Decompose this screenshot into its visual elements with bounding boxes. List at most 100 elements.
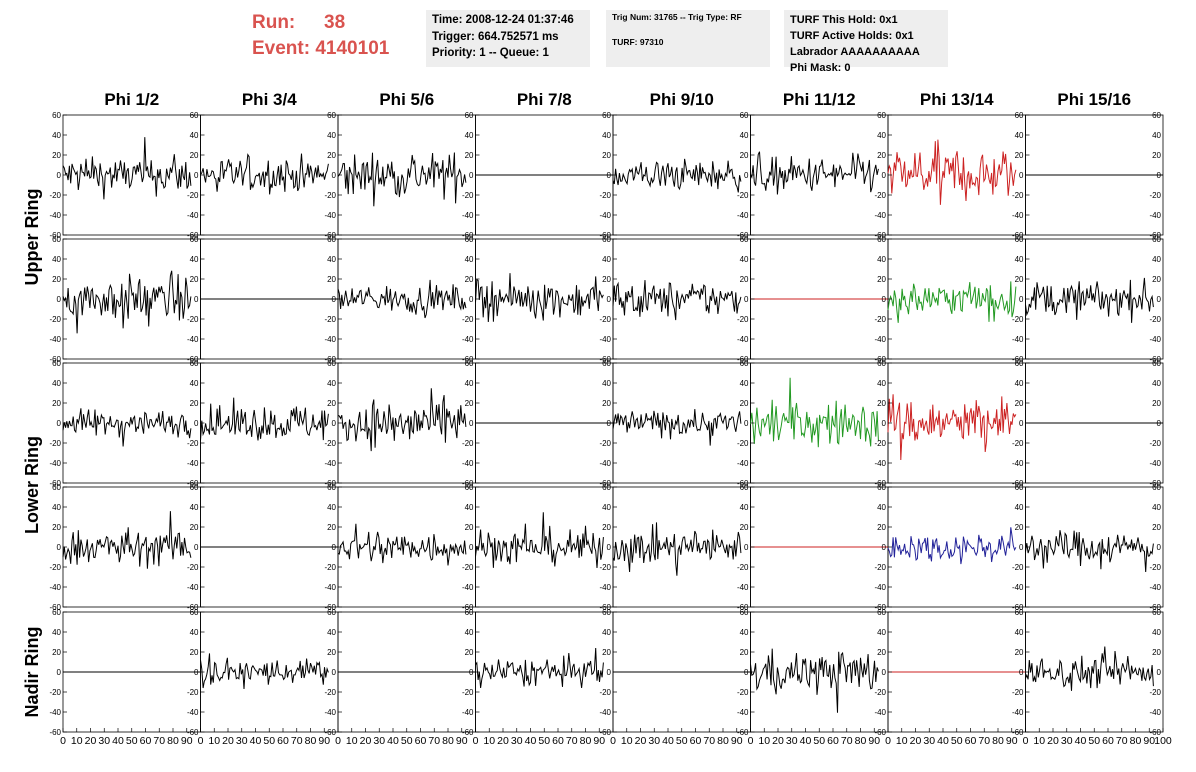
y-tick-label: -20 xyxy=(324,563,336,572)
x-tick-label: 0 xyxy=(335,735,341,747)
y-tick-label: 20 xyxy=(1152,523,1161,532)
y-tick-label: 20 xyxy=(190,399,199,408)
column-title: Phi 11/12 xyxy=(783,90,856,109)
x-tick-label: 70 xyxy=(1116,735,1128,747)
y-tick-label: -40 xyxy=(874,583,886,592)
y-tick-label: 60 xyxy=(1152,359,1161,368)
y-tick-label: 40 xyxy=(1015,379,1024,388)
y-tick-label: 20 xyxy=(877,523,886,532)
turf-info-panel: TURF This Hold: 0x1 TURF Active Holds: 0… xyxy=(784,10,948,74)
y-tick-label: 60 xyxy=(1015,608,1024,617)
y-tick-label: -20 xyxy=(187,439,199,448)
y-tick-label: -60 xyxy=(49,479,61,488)
y-tick-label: -60 xyxy=(874,231,886,240)
y-tick-label: 0 xyxy=(882,543,887,552)
waveform-panel: -60 -40 -20 0 20 40 60 xyxy=(737,359,889,488)
waveform-trace xyxy=(887,394,1017,461)
y-tick-label: 0 xyxy=(57,171,62,180)
waveform-panel: -60 -40 -20 0 20 40 60 xyxy=(324,483,476,612)
y-tick-label: 20 xyxy=(1152,648,1161,657)
y-tick-label: 20 xyxy=(327,151,336,160)
y-tick-label: 40 xyxy=(877,503,886,512)
y-tick-label: 60 xyxy=(740,608,749,617)
y-tick-label: 20 xyxy=(52,399,61,408)
waveform-panel: -60 -40 -20 0 20 40 60 xyxy=(187,483,339,612)
y-tick-label: -20 xyxy=(187,315,199,324)
y-tick-label: -40 xyxy=(187,459,199,468)
y-tick-label: 0 xyxy=(57,419,62,428)
y-tick-label: 0 xyxy=(469,543,474,552)
y-tick-label: -20 xyxy=(462,688,474,697)
y-tick-label: 40 xyxy=(1152,503,1161,512)
y-tick-label: -60 xyxy=(324,603,336,612)
y-tick-label: -40 xyxy=(1012,335,1024,344)
y-tick-label: 20 xyxy=(877,399,886,408)
y-tick-label: 60 xyxy=(877,235,886,244)
y-tick-label: -20 xyxy=(49,439,61,448)
column-title: Phi 5/6 xyxy=(379,90,434,109)
turf-active-holds-text: TURF Active Holds: 0x1 xyxy=(790,30,914,42)
waveform-trace xyxy=(612,158,742,193)
ring-label: Upper Ring xyxy=(22,189,42,286)
y-tick-label: 60 xyxy=(327,235,336,244)
y-tick-label: -60 xyxy=(324,355,336,364)
y-tick-label: 20 xyxy=(602,151,611,160)
waveform-panel: -60 -40 -20 0 20 40 60 xyxy=(187,111,339,240)
x-tick-label: 90 xyxy=(731,735,743,747)
y-tick-label: 0 xyxy=(744,419,749,428)
y-tick-label: 0 xyxy=(469,295,474,304)
y-tick-label: 20 xyxy=(1015,399,1024,408)
waveform-trace xyxy=(200,653,329,690)
x-tick-label: 50 xyxy=(1088,735,1100,747)
y-tick-label: 40 xyxy=(602,255,611,264)
x-tick-label: 30 xyxy=(236,735,248,747)
x-tick-label: 30 xyxy=(923,735,935,747)
y-tick-label: -20 xyxy=(49,563,61,572)
y-tick-label: 40 xyxy=(877,379,886,388)
waveform-trace xyxy=(62,270,192,334)
y-tick-label: -20 xyxy=(1149,688,1161,697)
y-tick-label: 60 xyxy=(327,111,336,120)
y-tick-label: -60 xyxy=(874,479,886,488)
y-tick-label: 0 xyxy=(607,543,612,552)
panel-frame xyxy=(887,238,1026,360)
y-tick-label: -20 xyxy=(49,315,61,324)
y-tick-label: 60 xyxy=(877,608,886,617)
y-tick-label: -40 xyxy=(324,459,336,468)
y-tick-label: 0 xyxy=(1157,295,1162,304)
waveform-panel: -60 -40 -20 0 20 40 60 xyxy=(874,111,1026,240)
x-tick-label: 60 xyxy=(140,735,152,747)
waveform-panel: -60 -40 -20 0 20 40 60 xyxy=(49,359,201,488)
y-tick-label: -60 xyxy=(737,355,749,364)
x-tick-label: 30 xyxy=(1061,735,1073,747)
y-tick-label: -40 xyxy=(324,335,336,344)
y-tick-label: -60 xyxy=(1149,355,1161,364)
y-tick-label: 0 xyxy=(194,668,199,677)
waveform-panel: -60 -40 -20 0 20 40 60 xyxy=(874,359,1026,488)
y-tick-label: 40 xyxy=(1015,131,1024,140)
y-tick-label: -40 xyxy=(1149,708,1161,717)
x-tick-label: 60 xyxy=(277,735,289,747)
y-tick-label: 0 xyxy=(1019,295,1024,304)
y-tick-label: 40 xyxy=(327,131,336,140)
y-tick-label: 60 xyxy=(327,483,336,492)
x-tick-label: 30 xyxy=(373,735,385,747)
x-tick-label: 40 xyxy=(525,735,537,747)
column-title: Phi 7/8 xyxy=(517,90,572,109)
y-tick-label: 40 xyxy=(465,503,474,512)
y-tick-label: -20 xyxy=(462,191,474,200)
waveform-panel: -60 -60 -40 -40 -20 -20 0 0 20 20 40 40 60 60 xyxy=(1012,111,1164,240)
waveform-panel: -60 -60 -40 -40 -20 -20 0 0 20 20 40 40 60 60 xyxy=(1012,359,1164,488)
y-tick-label: 60 xyxy=(52,483,61,492)
y-tick-label: -20 xyxy=(1149,315,1161,324)
event-value: 4140101 xyxy=(315,38,390,59)
y-tick-label: 0 xyxy=(744,543,749,552)
y-tick-label: 20 xyxy=(877,648,886,657)
x-tick-label: 80 xyxy=(580,735,592,747)
y-tick-label: 0 xyxy=(607,419,612,428)
y-tick-label: 60 xyxy=(52,111,61,120)
waveform-panel: -60 -40 -20 0 20 40 60 xyxy=(324,359,476,488)
y-tick-label: -60 xyxy=(599,479,611,488)
